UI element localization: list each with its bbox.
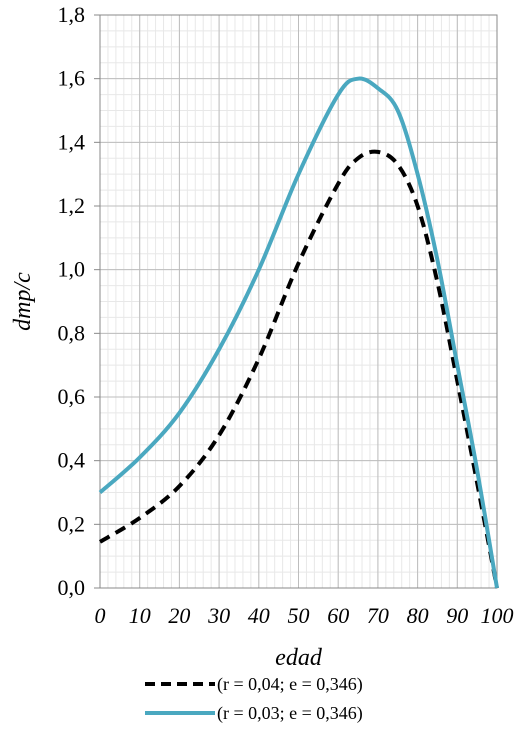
y-axis-tick-labels: 0,0 0,2 0,4 0,6 0,8 1,0 1,2 1,4 1,6 1,8: [58, 2, 100, 600]
x-tick-label: 20: [168, 603, 190, 628]
y-tick-label: 1,8: [58, 2, 86, 27]
x-axis-tick-labels: 0 10 20 30 40 50 60 70 80 90 100: [95, 603, 514, 628]
x-tick-label: 50: [288, 603, 310, 628]
y-tick-label: 0,8: [58, 320, 86, 345]
series-line-2: [98, 76, 499, 589]
x-tick-label: 100: [481, 603, 514, 628]
y-tick-label: 1,0: [58, 257, 86, 282]
y-axis-label: dmp/c: [10, 272, 36, 331]
legend-label-1: (r = 0,04; e = 0,346): [217, 674, 363, 695]
y-tick-label: 0,2: [58, 511, 86, 536]
series-line-1: [98, 149, 499, 589]
legend: (r = 0,04; e = 0,346) (r = 0,03; e = 0,34…: [145, 674, 363, 724]
x-tick-label: 0: [95, 603, 106, 628]
y-tick-label: 0,0: [58, 575, 86, 600]
legend-label-2: (r = 0,03; e = 0,346): [217, 703, 363, 724]
y-tick-label: 0,6: [58, 384, 86, 409]
x-tick-label: 10: [129, 603, 151, 628]
y-tick-label: 1,4: [58, 129, 86, 154]
x-tick-label: 90: [446, 603, 468, 628]
x-tick-label: 60: [327, 603, 349, 628]
y-tick-label: 1,2: [58, 193, 86, 218]
series-lines: [98, 76, 499, 589]
x-tick-label: 30: [207, 603, 230, 628]
x-axis-label: edad: [275, 645, 323, 671]
plot-area-border: [99, 14, 498, 589]
y-tick-label: 0,4: [58, 448, 86, 473]
x-tick-label: 80: [407, 603, 429, 628]
y-tick-label: 1,6: [58, 66, 86, 91]
x-tick-label: 70: [367, 603, 389, 628]
x-tick-label: 40: [248, 603, 270, 628]
